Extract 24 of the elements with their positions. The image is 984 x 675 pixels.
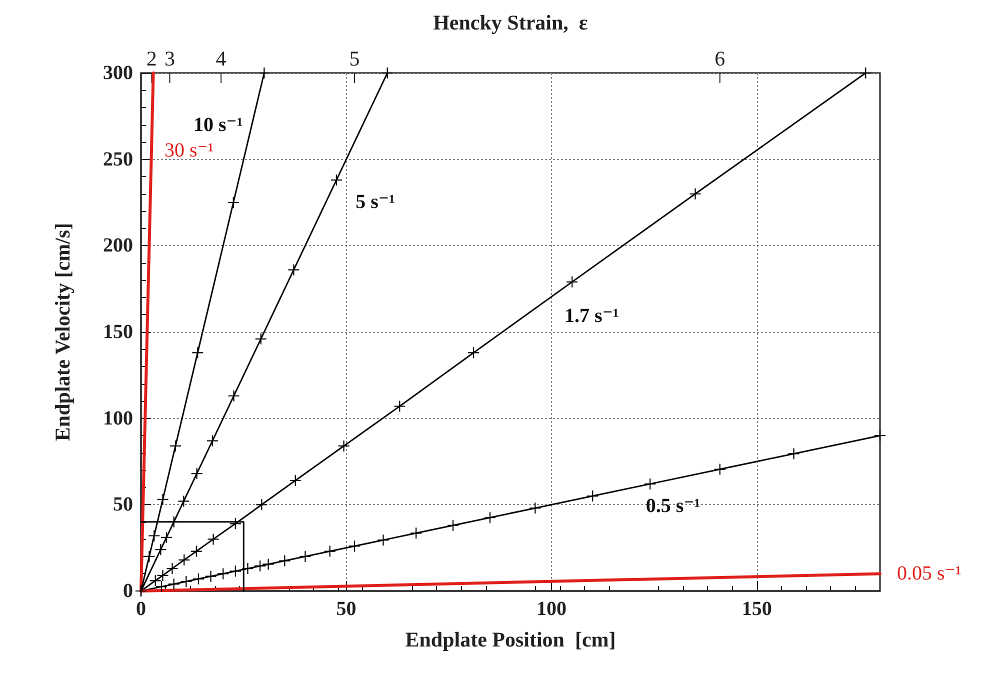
- x2-axis-title: Hencky Strain, ε: [433, 10, 588, 34]
- series-label: 30 s⁻¹: [164, 140, 214, 162]
- series-label: 0.5 s⁻¹: [646, 495, 700, 518]
- series-label: 10 s⁻¹: [194, 114, 243, 136]
- x-tick-label: 50: [336, 598, 356, 620]
- series-label: 1.7 s⁻¹: [564, 305, 619, 328]
- annotation: 4: [216, 46, 227, 70]
- annotation: 6: [714, 46, 726, 70]
- y-tick-label: 300: [103, 62, 133, 84]
- annotation: 2: [146, 46, 157, 70]
- series-label: 5 s⁻¹: [356, 191, 396, 214]
- y-tick-label: 200: [103, 234, 133, 257]
- x-tick-label: 100: [536, 598, 567, 620]
- y-tick-label: 250: [103, 148, 133, 170]
- y-tick-label: 0: [123, 580, 133, 602]
- annotation: 5: [349, 46, 360, 70]
- x-tick-label: 150: [742, 598, 772, 620]
- y-tick-label: 100: [103, 407, 133, 430]
- series-label: 0.05 s⁻¹: [897, 562, 962, 585]
- y-tick-label: 50: [113, 494, 133, 516]
- y-tick-label: 150: [103, 321, 133, 343]
- y-axis-title: Endplate Velocity [cm/s]: [50, 222, 74, 442]
- annotation: 3: [164, 46, 175, 70]
- x-axis-title: Endplate Position [cm]: [405, 628, 616, 652]
